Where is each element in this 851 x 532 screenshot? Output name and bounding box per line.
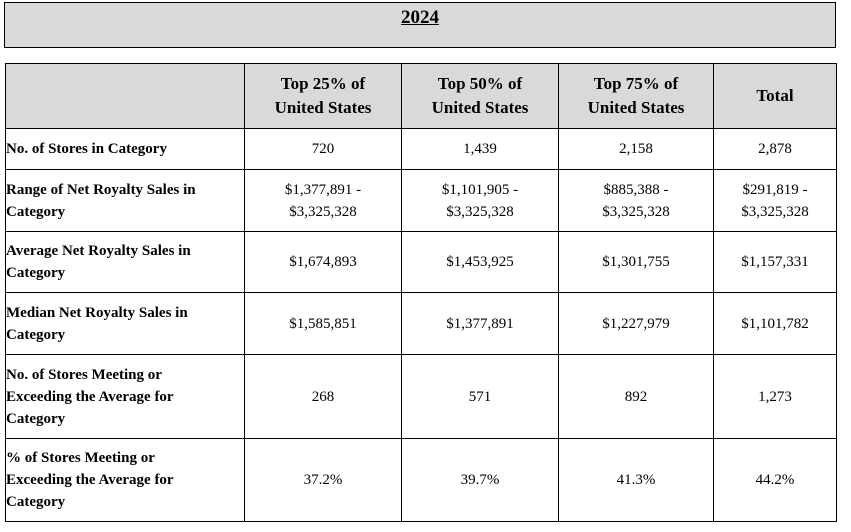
- year-banner: 2024: [4, 2, 836, 48]
- table-cell: $1,157,331: [713, 231, 837, 293]
- header-corner-cell: [5, 63, 245, 129]
- row-label-line: Category: [6, 494, 66, 510]
- cell-line: $3,325,328: [602, 203, 670, 220]
- row-label-median-sales: Median Net Royalty Sales in Category: [5, 292, 245, 355]
- table-row: Average Net Royalty Sales in Category $1…: [5, 231, 837, 293]
- table-cell: 571: [401, 354, 559, 439]
- row-label-stores-meeting-average: No. of Stores Meeting or Exceeding the A…: [5, 354, 245, 439]
- cell-line: $3,325,328: [446, 203, 514, 220]
- cell-line: $1,157,331: [741, 254, 809, 270]
- table-cell: $1,674,893: [244, 231, 402, 293]
- cell-line: $1,674,893: [289, 254, 357, 270]
- table-row: No. of Stores Meeting or Exceeding the A…: [5, 354, 837, 439]
- table-cell: $885,388 - $3,325,328: [558, 169, 714, 232]
- cell-line: $1,301,755: [602, 254, 670, 270]
- row-label-line: Category: [6, 265, 66, 281]
- table-cell: $1,101,782: [713, 292, 837, 355]
- table-row: % of Stores Meeting or Exceeding the Ave…: [5, 438, 837, 522]
- cell-line: $291,819 -: [742, 181, 808, 198]
- cell-line: 1,439: [463, 141, 497, 157]
- table-row: No. of Stores in Category 720 1,439 2,15…: [5, 128, 837, 170]
- column-header-top-50: Top 50% of United States: [401, 63, 559, 129]
- column-header-line: Top 50% of: [437, 74, 523, 93]
- table-cell: 44.2%: [713, 438, 837, 522]
- row-label-line: Category: [6, 410, 66, 427]
- column-header-line: Total: [756, 86, 794, 105]
- column-header-line: United States: [587, 98, 685, 117]
- row-label-line: No. of Stores Meeting or: [6, 366, 162, 383]
- table-cell: 1,273: [713, 354, 837, 439]
- table-cell: 268: [244, 354, 402, 439]
- table-cell: $1,377,891: [401, 292, 559, 355]
- cell-line: 2,158: [619, 141, 653, 157]
- cell-line: $1,377,891: [446, 315, 514, 332]
- year-title: 2024: [401, 7, 439, 28]
- row-label-sales-range: Range of Net Royalty Sales in Category: [5, 169, 245, 232]
- table-cell: 2,158: [558, 128, 714, 170]
- table-cell: $1,585,851: [244, 292, 402, 355]
- column-header-total: Total: [713, 63, 837, 129]
- row-label-average-sales: Average Net Royalty Sales in Category: [5, 231, 245, 293]
- cell-line: $1,585,851: [289, 315, 357, 332]
- cell-line: 44.2%: [755, 472, 795, 488]
- table-cell: 892: [558, 354, 714, 439]
- column-header-line: United States: [274, 98, 372, 117]
- cell-line: 892: [624, 388, 648, 405]
- row-label-line: No. of Stores in Category: [6, 141, 167, 157]
- royalty-sales-table: Top 25% of United States Top 50% of Unit…: [5, 63, 837, 522]
- table-cell: $291,819 - $3,325,328: [713, 169, 837, 232]
- row-label-line: Average Net Royalty Sales in: [6, 243, 191, 259]
- table-cell: 37.2%: [244, 438, 402, 522]
- row-label-line: Exceeding the Average for: [6, 388, 174, 405]
- column-header-line: Top 75% of: [593, 74, 679, 93]
- table-cell: 39.7%: [401, 438, 559, 522]
- table-cell: 720: [244, 128, 402, 170]
- cell-line: $3,325,328: [289, 203, 357, 220]
- table-cell: 41.3%: [558, 438, 714, 522]
- cell-line: $1,227,979: [602, 315, 670, 332]
- table-row: Median Net Royalty Sales in Category $1,…: [5, 292, 837, 355]
- table-cell: $1,377,891 - $3,325,328: [244, 169, 402, 232]
- column-header-top-75: Top 75% of United States: [558, 63, 714, 129]
- cell-line: 571: [468, 388, 492, 405]
- cell-line: 2,878: [758, 141, 792, 157]
- cell-line: $3,325,328: [741, 203, 809, 220]
- row-label-line: Median Net Royalty Sales in: [6, 304, 188, 321]
- table-cell: $1,227,979: [558, 292, 714, 355]
- cell-line: 1,273: [758, 388, 792, 405]
- cell-line: 720: [311, 141, 335, 157]
- row-label-line: % of Stores Meeting or: [6, 450, 155, 466]
- cell-line: $1,377,891 -: [284, 181, 362, 198]
- cell-line: $1,101,905 -: [441, 181, 519, 198]
- row-label-store-count: No. of Stores in Category: [5, 128, 245, 170]
- row-label-line: Range of Net Royalty Sales in: [6, 181, 196, 198]
- table-cell: $1,453,925: [401, 231, 559, 293]
- table-cell: 1,439: [401, 128, 559, 170]
- column-header-line: United States: [431, 98, 529, 117]
- table-cell: $1,301,755: [558, 231, 714, 293]
- table-row: Range of Net Royalty Sales in Category $…: [5, 169, 837, 232]
- header-row: Top 25% of United States Top 50% of Unit…: [5, 63, 837, 129]
- cell-line: 37.2%: [303, 472, 343, 488]
- cell-line: $885,388 -: [603, 181, 669, 198]
- cell-line: 39.7%: [460, 472, 500, 488]
- row-label-line: Category: [6, 326, 66, 343]
- cell-line: 41.3%: [616, 472, 656, 488]
- cell-line: 268: [311, 388, 335, 405]
- row-label-line: Category: [6, 203, 66, 220]
- table-cell: $1,101,905 - $3,325,328: [401, 169, 559, 232]
- table-cell: 2,878: [713, 128, 837, 170]
- row-label-line: Exceeding the Average for: [6, 472, 174, 488]
- cell-line: $1,101,782: [741, 315, 809, 332]
- cell-line: $1,453,925: [446, 254, 514, 270]
- row-label-percent-meeting-average: % of Stores Meeting or Exceeding the Ave…: [5, 438, 245, 522]
- column-header-top-25: Top 25% of United States: [244, 63, 402, 129]
- column-header-line: Top 25% of: [280, 74, 366, 93]
